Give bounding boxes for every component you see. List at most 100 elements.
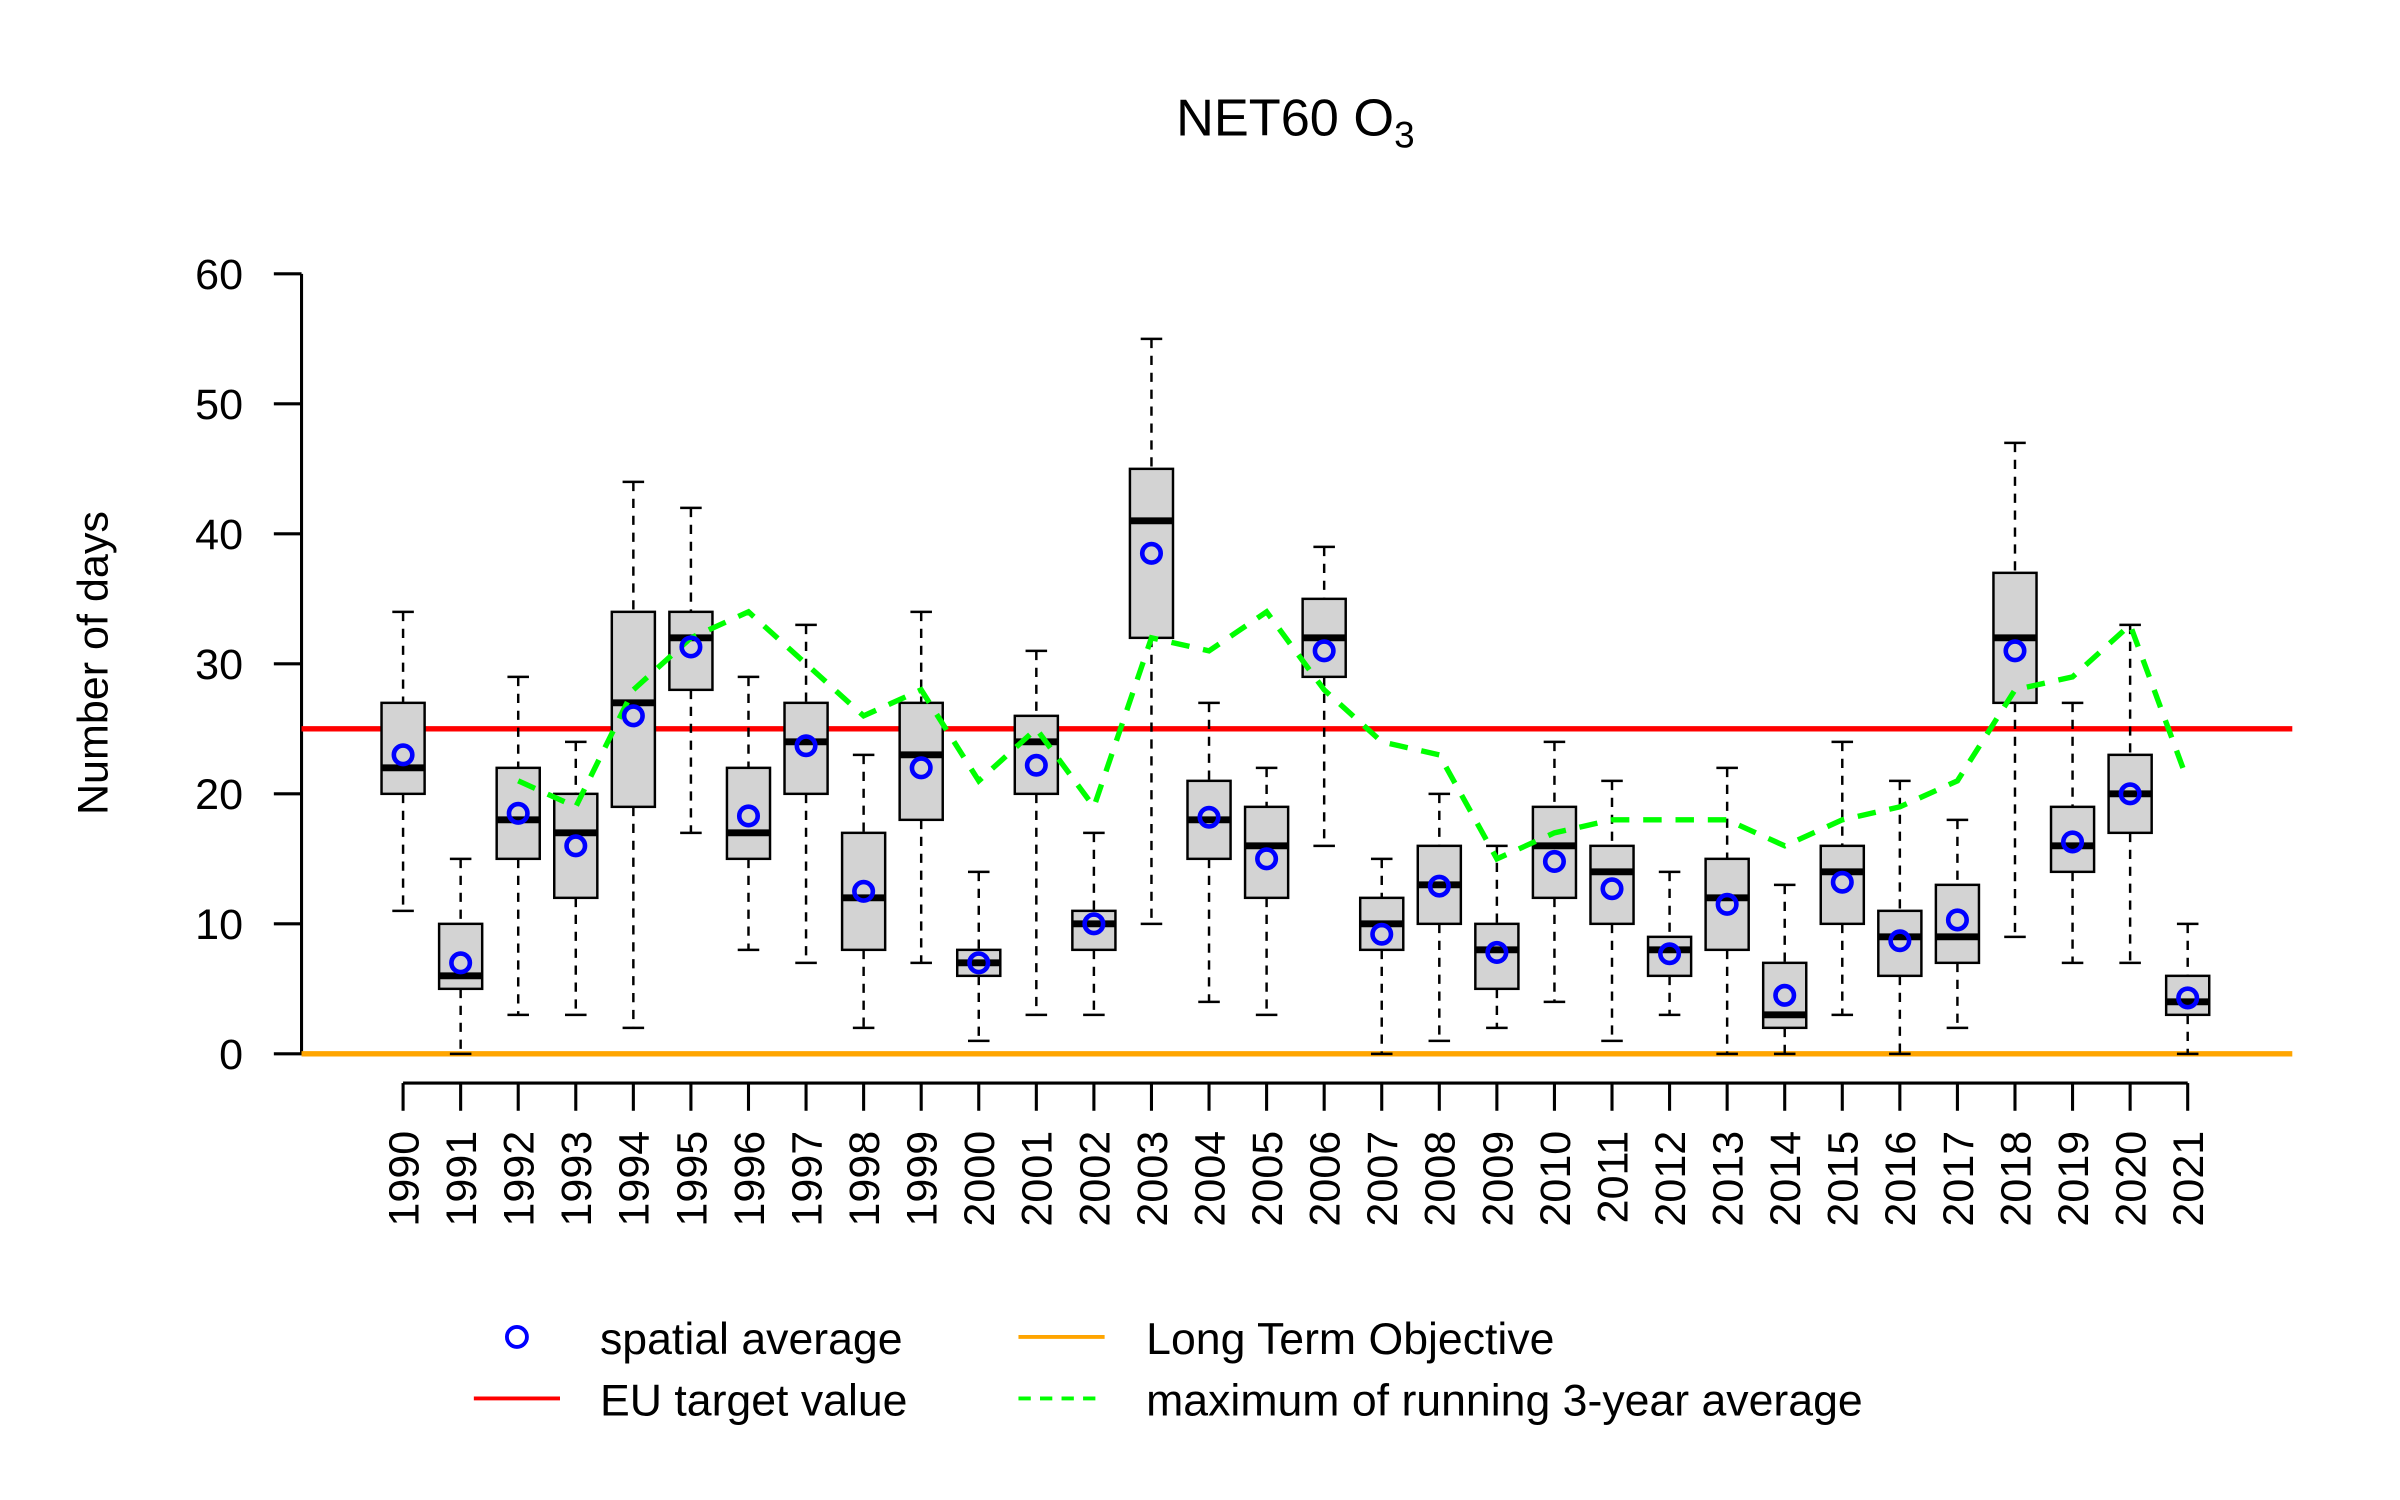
spatial-average-point	[2118, 782, 2142, 806]
x-tick-label: 2008	[1417, 1131, 1465, 1227]
box-iqr	[1819, 844, 1866, 926]
box-1991	[437, 857, 484, 1056]
spatial-average-point	[1082, 912, 1106, 936]
spatial-average-point	[2003, 639, 2027, 663]
spatial-average-point	[1312, 639, 1336, 663]
box-1997	[783, 623, 829, 965]
box-2001	[1013, 649, 1060, 1017]
spatial-average-point	[794, 734, 818, 758]
box-1995	[668, 506, 714, 835]
y-tick-label: 50	[195, 381, 243, 429]
spatial-average-point	[1427, 874, 1451, 898]
spatial-average-point	[1542, 849, 1566, 873]
box-2005	[1243, 766, 1290, 1017]
x-tick-label: 2020	[2108, 1131, 2156, 1227]
spatial-average-point	[1370, 922, 1394, 946]
box-iqr	[725, 766, 772, 861]
box-2019	[2049, 701, 2096, 965]
x-tick-label: 2015	[1820, 1131, 1868, 1227]
spatial-average-point	[1888, 929, 1912, 953]
spatial-average-point	[736, 804, 761, 828]
boxes	[380, 337, 2211, 1056]
box-2004	[1186, 701, 1232, 1004]
x-tick-label: 2017	[1935, 1131, 1983, 1227]
box-2008	[1416, 792, 1463, 1043]
box-1990	[380, 610, 426, 913]
x-tick-label: 1998	[841, 1131, 889, 1227]
spatial-average-point	[621, 704, 645, 728]
box-iqr	[1589, 844, 1635, 926]
x-tick-label: 1997	[783, 1131, 831, 1227]
spatial-average-point	[2176, 986, 2200, 1010]
x-tick-label: 2010	[1532, 1131, 1580, 1227]
box-iqr	[1128, 467, 1175, 640]
box-2000	[955, 870, 1002, 1043]
box-2009	[1474, 844, 1520, 1030]
legend-label-eu-target: EU target value	[600, 1376, 907, 1425]
spatial-average-point	[852, 879, 876, 903]
spatial-average-point	[1024, 753, 1048, 777]
x-tick-label: 2005	[1244, 1131, 1292, 1227]
x-tick-label: 2021	[2165, 1131, 2213, 1227]
box-iqr	[783, 701, 829, 796]
box-2018	[1992, 441, 2038, 939]
box-1998	[840, 753, 887, 1030]
box-2012	[1646, 870, 1693, 1017]
spatial-average-point	[1715, 892, 1739, 916]
box-iqr	[898, 701, 944, 822]
spatial-average-point	[1139, 541, 1164, 565]
spatial-average-points	[391, 541, 2200, 1010]
x-tick-label: 2007	[1359, 1131, 1407, 1227]
box-2011	[1589, 779, 1635, 1043]
spatial-average-point	[679, 635, 703, 659]
x-tick-label: 2016	[1877, 1131, 1925, 1227]
x-tick-label: 1990	[380, 1131, 428, 1227]
x-tick-label: 2002	[1071, 1131, 1119, 1227]
legend-label-lto: Long Term Objective	[1146, 1315, 1554, 1364]
legend-label-running: maximum of running 3-year average	[1146, 1376, 1863, 1425]
box-1999	[898, 610, 944, 965]
x-tick-label: 2004	[1186, 1131, 1234, 1227]
y-tick-label: 10	[195, 901, 243, 949]
running-average-path	[517, 608, 2191, 863]
box-iqr	[1243, 805, 1290, 900]
x-tick-label: 2001	[1014, 1131, 1062, 1227]
box-1994	[610, 480, 657, 1030]
spatial-average-point	[1945, 908, 1969, 932]
box-2020	[2107, 623, 2153, 965]
box-iqr	[610, 610, 657, 809]
spatial-average-point	[1600, 877, 1624, 901]
spatial-average-point	[1255, 847, 1279, 871]
box-2002	[1071, 831, 1117, 1017]
box-iqr	[668, 610, 714, 692]
box-2003	[1128, 337, 1175, 926]
box-1996	[725, 675, 772, 952]
box-2016	[1877, 779, 1923, 1056]
box-iqr	[1071, 909, 1117, 952]
legend: spatial average EU target value Long Ter…	[473, 1315, 1863, 1425]
x-tick-label: 2003	[1129, 1131, 1177, 1227]
x-tick-label: 2011	[1589, 1131, 1637, 1224]
spatial-average-point	[1658, 942, 1682, 966]
box-iqr	[553, 792, 599, 900]
x-tick-label: 2000	[956, 1131, 1004, 1227]
running-average-line	[517, 608, 2191, 863]
chart-title: NET60 O3	[1176, 89, 1415, 155]
box-1993	[553, 740, 599, 1017]
x-tick-label: 2014	[1762, 1131, 1810, 1227]
legend-label-spatial-average: spatial average	[600, 1315, 903, 1364]
spatial-average-point	[1485, 940, 1509, 964]
reference-lines	[301, 726, 2293, 1057]
box-2013	[1704, 766, 1750, 1056]
y-axis-label: Number of days	[70, 511, 118, 815]
x-tick-label: 2009	[1474, 1131, 1522, 1227]
x-tick-label: 1993	[553, 1131, 601, 1227]
x-tick-label: 2006	[1302, 1131, 1350, 1227]
box-2014	[1761, 883, 1808, 1056]
box-2017	[1934, 818, 1981, 1030]
spatial-average-point	[449, 951, 473, 975]
y-tick-label: 40	[195, 511, 243, 559]
y-tick-label: 60	[195, 251, 243, 299]
spatial-average-point	[1773, 983, 1797, 1007]
